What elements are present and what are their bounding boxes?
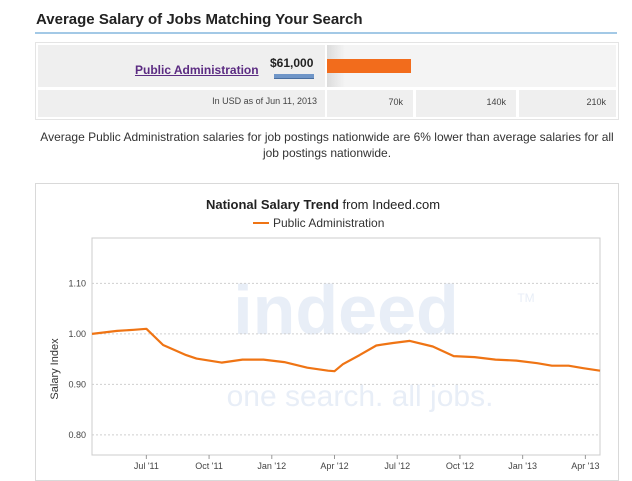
x-tick-label: Jul '11 bbox=[134, 461, 159, 471]
x-tick-label: Jan '13 bbox=[508, 461, 537, 471]
x-tick-label: Apr '13 bbox=[571, 461, 599, 471]
scale-tick-210k: 210k bbox=[586, 97, 606, 107]
chart-title-main: National Salary Trend bbox=[206, 197, 339, 212]
salary-marker bbox=[274, 74, 314, 79]
salary-bar bbox=[327, 59, 411, 73]
salary-comparison-text: Average Public Administration salaries f… bbox=[40, 130, 614, 160]
x-tick-label: Jan '12 bbox=[257, 461, 286, 471]
chart-legend: Public Administration bbox=[253, 216, 384, 230]
x-tick-label: Apr '12 bbox=[320, 461, 348, 471]
job-title-cell: Public Administration $61,000 bbox=[38, 45, 325, 87]
chart-title-source: from Indeed.com bbox=[339, 197, 440, 212]
x-tick-label: Oct '12 bbox=[446, 461, 474, 471]
y-axis-label: Salary Index bbox=[49, 338, 61, 400]
scale-cell-2: 140k bbox=[416, 90, 516, 117]
salary-amount: $61,000 bbox=[270, 56, 314, 70]
x-tick-label: Jul '12 bbox=[384, 461, 410, 471]
chart-canvas: National Salary Trend from Indeed.com Pu… bbox=[49, 197, 601, 471]
y-tick-label: 1.10 bbox=[68, 278, 86, 288]
currency-note-cell: In USD as of Jun 11, 2013 bbox=[38, 90, 325, 117]
watermark-logo: indeed bbox=[233, 271, 459, 349]
legend-label: Public Administration bbox=[273, 216, 384, 230]
x-tick-label: Oct '11 bbox=[195, 461, 223, 471]
scale-tick-140k: 140k bbox=[486, 97, 506, 107]
scale-cell-3: 210k bbox=[519, 90, 616, 117]
y-tick-label: 0.80 bbox=[68, 430, 86, 440]
chart-title: National Salary Trend from Indeed.com bbox=[206, 197, 440, 212]
plot-area: indeed TM one search. all jobs. 0.80 0.90 1.0… bbox=[68, 237, 601, 471]
plot-frame bbox=[91, 237, 601, 456]
currency-note: In USD as of Jun 11, 2013 bbox=[212, 96, 317, 106]
scale-cell-1: 70k bbox=[327, 90, 413, 117]
title-divider bbox=[35, 32, 617, 34]
watermark-trademark: TM bbox=[517, 291, 534, 305]
series-line bbox=[91, 327, 601, 373]
salary-table: Public Administration $61,000 In USD as … bbox=[35, 42, 619, 120]
watermark-tagline: one search. all jobs. bbox=[227, 380, 494, 413]
page-title: Average Salary of Jobs Matching Your Sea… bbox=[36, 11, 363, 28]
y-tick-label: 0.90 bbox=[68, 379, 86, 389]
scale-tick-70k: 70k bbox=[388, 97, 403, 107]
salary-trend-chart: National Salary Trend from Indeed.com Pu… bbox=[35, 183, 619, 481]
job-title-link[interactable]: Public Administration bbox=[135, 63, 259, 77]
y-tick-label: 1.00 bbox=[68, 329, 86, 339]
